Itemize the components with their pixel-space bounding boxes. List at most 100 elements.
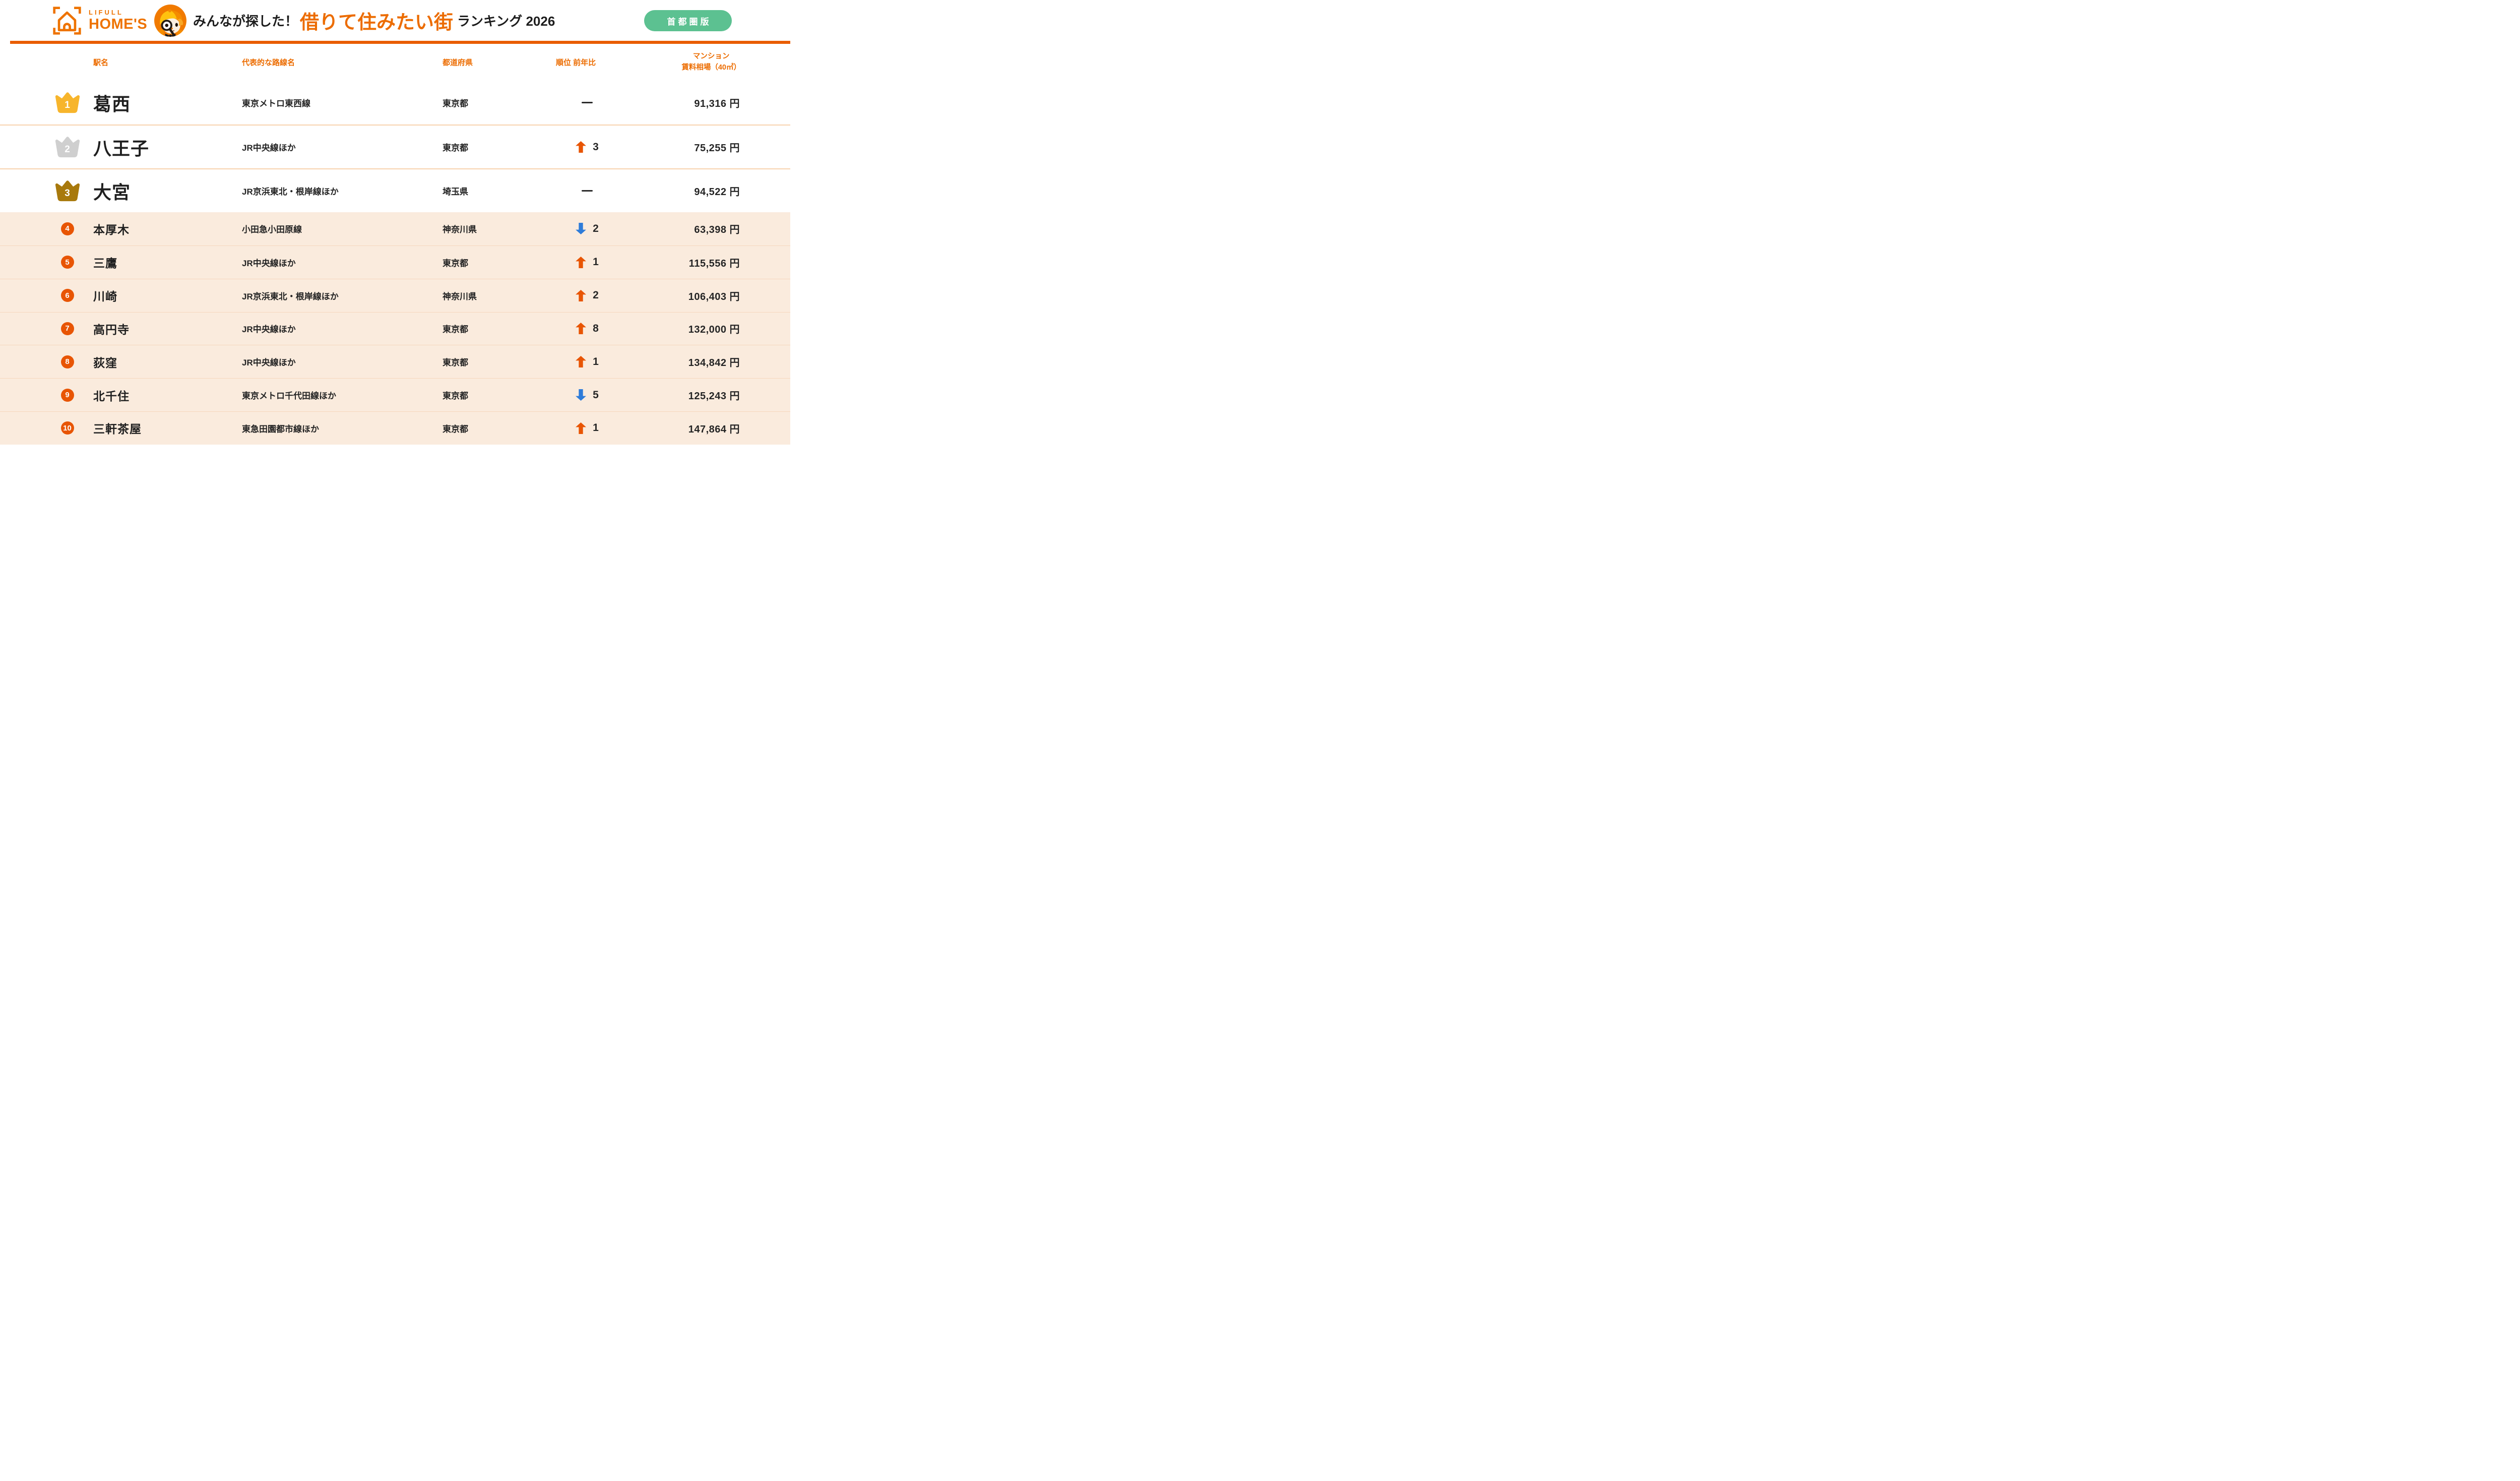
rank-number: 8 <box>65 357 70 366</box>
prefecture: 東京都 <box>443 143 468 153</box>
yen-suffix: 円 <box>729 357 740 369</box>
rank-indicator: 1 <box>53 91 82 115</box>
rank-cell: 2 <box>0 135 93 159</box>
brand-top-text: LIFULL <box>89 9 123 16</box>
crown-icon-silver <box>55 136 80 157</box>
rank-change-value: 1 <box>593 256 599 268</box>
rent-amount: 147,864 <box>688 423 727 435</box>
rank-cell: 7 <box>0 322 93 335</box>
line-name: JR中央線ほか <box>242 143 296 153</box>
column-header-row: 駅名 代表的な路線名 都道府県 順位 前年比 マンション 賃料相場（40㎡） <box>0 44 790 81</box>
rank-indicator: 6 <box>60 289 74 302</box>
line-name: 小田急小田原線 <box>242 225 302 235</box>
rent-price: 125,243 円 <box>627 388 790 402</box>
rent-amount: 91,316 <box>694 98 727 109</box>
rent-price: 106,403 円 <box>627 288 790 303</box>
prefecture: 東京都 <box>443 99 468 108</box>
rank-cell: 3 <box>0 179 93 203</box>
rank-change-value: 5 <box>593 389 599 401</box>
prefecture: 東京都 <box>443 424 468 434</box>
prefecture: 神奈川県 <box>443 291 477 301</box>
table-row: 9 北千住 東京メトロ千代田線ほか 東京都 5 125,243 円 <box>0 378 790 412</box>
rent-amount: 63,398 <box>694 224 727 236</box>
rank-number: 9 <box>65 391 70 400</box>
yen-suffix: 円 <box>729 187 740 198</box>
rank-cell: 1 <box>0 91 93 115</box>
rent-price: 134,842 円 <box>627 354 790 369</box>
rent-price: 132,000 円 <box>627 321 790 336</box>
rank-change <box>547 190 627 192</box>
rank-indicator: 9 <box>60 388 74 402</box>
house-logo-icon <box>53 6 81 35</box>
rank-change-value: 1 <box>593 422 599 434</box>
rank-indicator: 7 <box>60 322 74 335</box>
title-highlight: 借りて住みたい街 <box>300 12 454 33</box>
column-header-line: 代表的な路線名 <box>242 58 295 67</box>
rank-indicator: 2 <box>53 135 82 159</box>
table-row: 5 三鷹 JR中央線ほか 東京都 1 115,556 円 <box>0 245 790 279</box>
prefecture: 東京都 <box>443 325 468 335</box>
rent-amount: 75,255 <box>694 143 727 154</box>
station-name: 高円寺 <box>93 323 130 336</box>
rent-price: 94,522 円 <box>627 183 790 198</box>
title-suffix: ランキング 2026 <box>457 14 555 29</box>
yen-suffix: 円 <box>729 143 740 154</box>
rank-number: 1 <box>65 99 70 110</box>
rent-price: 63,398 円 <box>627 221 790 236</box>
rank-change-value: 8 <box>593 322 599 334</box>
rank-down-icon <box>576 223 587 235</box>
yen-suffix: 円 <box>729 258 740 269</box>
table-row: 7 高円寺 JR中央線ほか 東京都 8 132,000 円 <box>0 312 790 345</box>
rank-number: 3 <box>65 188 70 199</box>
prefecture: 東京都 <box>443 358 468 368</box>
rank-up-icon <box>576 356 587 368</box>
yen-suffix: 円 <box>729 224 740 236</box>
rank-cell: 8 <box>0 355 93 368</box>
rank-cell: 4 <box>0 222 93 235</box>
page-title: みんなが探した！ 借りて住みたい街 ランキング 2026 <box>193 0 555 41</box>
rank-change-value: 1 <box>593 355 599 367</box>
rent-price: 91,316 円 <box>627 95 790 110</box>
column-header-rent-line2: 賃料相場（40㎡） <box>681 63 741 72</box>
station-name: 三軒茶屋 <box>93 422 142 436</box>
station-name: 川崎 <box>93 290 117 303</box>
line-name: JR中央線ほか <box>242 358 296 368</box>
rank-number: 2 <box>65 144 70 155</box>
rank-indicator: 4 <box>60 222 74 235</box>
no-change-dash <box>582 102 593 103</box>
rank-change-value: 3 <box>593 141 599 153</box>
rank-number: 4 <box>65 224 70 233</box>
rent-price: 75,255 円 <box>627 140 790 154</box>
rank-change: 1 <box>547 256 627 268</box>
rank-indicator: 5 <box>60 256 74 269</box>
rank-change: 2 <box>547 289 627 301</box>
rank-badge-circle <box>60 289 74 302</box>
rent-amount: 106,403 <box>688 291 727 302</box>
line-name: 東京メトロ東西線 <box>242 99 310 108</box>
yen-suffix: 円 <box>729 391 740 402</box>
column-header-rank-change: 順位 前年比 <box>556 58 596 67</box>
rent-price: 115,556 円 <box>627 255 790 270</box>
column-header-station: 駅名 <box>93 58 109 67</box>
rent-amount: 125,243 <box>688 391 727 402</box>
table-row: 4 本厚木 小田急小田原線 神奈川県 2 63,398 円 <box>0 212 790 245</box>
yen-suffix: 円 <box>729 324 740 336</box>
rank-badge-circle <box>60 256 74 269</box>
rank-change: 8 <box>547 323 627 335</box>
mascot-homeskun-icon <box>154 4 187 37</box>
rank-change: 3 <box>547 141 627 153</box>
rank-up-icon <box>576 256 587 268</box>
rank-change: 1 <box>547 422 627 434</box>
rank-number: 6 <box>65 291 70 300</box>
station-name: 葛西 <box>93 93 131 114</box>
rank-indicator: 3 <box>53 179 82 203</box>
station-name: 荻窪 <box>93 356 117 369</box>
rank-change <box>547 102 627 103</box>
rent-price: 147,864 円 <box>627 421 790 436</box>
station-name: 大宮 <box>93 181 131 203</box>
rank-number: 10 <box>63 423 72 433</box>
rank-down-icon <box>576 389 587 401</box>
column-header-prefecture: 都道府県 <box>443 58 473 67</box>
rank-cell: 10 <box>0 421 93 435</box>
table-row: 6 川崎 JR京浜東北・根岸線ほか 神奈川県 2 106,403 円 <box>0 278 790 312</box>
